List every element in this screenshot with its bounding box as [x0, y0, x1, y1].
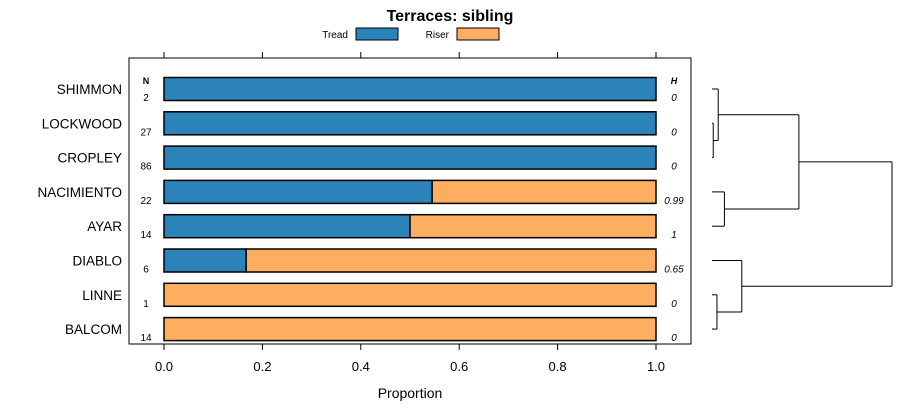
- category-label-ayar: AYAR: [87, 219, 122, 234]
- n-column: N 2 27 86 22 14 6 1 14: [140, 76, 152, 344]
- legend-label-tread: Tread: [322, 30, 348, 41]
- category-label-cropley: CROPLEY: [57, 151, 122, 166]
- legend-swatch-riser: [456, 27, 500, 41]
- bar-riser-nacimiento: [431, 179, 657, 205]
- legend-swatch-tread: [355, 27, 399, 41]
- bar-tread-nacimiento: [163, 179, 433, 205]
- bar-riser-linne: [163, 282, 657, 308]
- bar-tread-lockwood: [163, 111, 657, 136]
- h-header: H: [671, 76, 678, 86]
- category-label-lockwood: LOCKWOOD: [42, 116, 123, 131]
- chart-title: Terraces: sibling: [387, 8, 514, 25]
- x-tick-label: 0.8: [549, 359, 567, 374]
- x-tick-label: 0.6: [450, 359, 468, 374]
- plot-frame: [128, 57, 692, 345]
- category-label-diablo: DIABLO: [72, 254, 122, 269]
- category-label-nacimiento: NACIMIENTO: [37, 185, 122, 200]
- x-tick-label: 0.0: [155, 359, 173, 374]
- x-axis: 0.0 0.2 0.4 0.6 0.8 1.0: [155, 52, 665, 374]
- h-value: 0: [671, 93, 677, 104]
- n-value: 14: [140, 230, 152, 241]
- x-tick-label: 0.4: [352, 359, 370, 374]
- legend: Tread Riser: [322, 27, 500, 41]
- h-value: 0.65: [664, 265, 684, 276]
- n-value: 2: [143, 93, 149, 104]
- h-value: 0.99: [664, 196, 684, 207]
- n-value: 6: [143, 265, 149, 276]
- bar-tread-shimmon: [163, 76, 657, 102]
- n-value: 22: [140, 196, 152, 207]
- h-value: 0: [671, 127, 677, 138]
- dendrogram: [712, 88, 893, 330]
- category-label-shimmon: SHIMMON: [57, 82, 122, 97]
- h-value: 0: [671, 299, 677, 310]
- bar-tread-diablo: [163, 248, 247, 273]
- x-axis-label: Proportion: [378, 385, 443, 401]
- bar-riser-diablo: [245, 248, 657, 273]
- x-tick-label: 1.0: [647, 359, 665, 374]
- n-header: N: [143, 76, 150, 86]
- category-label-balcom: BALCOM: [65, 322, 122, 337]
- bars: [163, 76, 657, 342]
- bar-tread-ayar: [163, 213, 411, 239]
- category-label-linne: LINNE: [82, 288, 122, 303]
- category-labels: SHIMMON LOCKWOOD CROPLEY NACIMIENTO AYAR DIAB…: [37, 82, 122, 337]
- bar-tread-cropley: [163, 145, 657, 170]
- h-value: 1: [671, 230, 677, 241]
- n-value: 14: [140, 333, 152, 344]
- legend-label-riser: Riser: [426, 30, 450, 41]
- n-value: 27: [140, 127, 152, 138]
- h-value: 0: [671, 333, 677, 344]
- bar-riser-ayar: [409, 213, 657, 239]
- h-column: H 0 0 0 0.99 1 0.65 0 0: [664, 76, 684, 344]
- n-value: 86: [140, 162, 152, 173]
- bar-riser-balcom: [163, 316, 657, 342]
- n-value: 1: [143, 299, 149, 310]
- h-value: 0: [671, 162, 677, 173]
- x-tick-label: 0.2: [253, 359, 271, 374]
